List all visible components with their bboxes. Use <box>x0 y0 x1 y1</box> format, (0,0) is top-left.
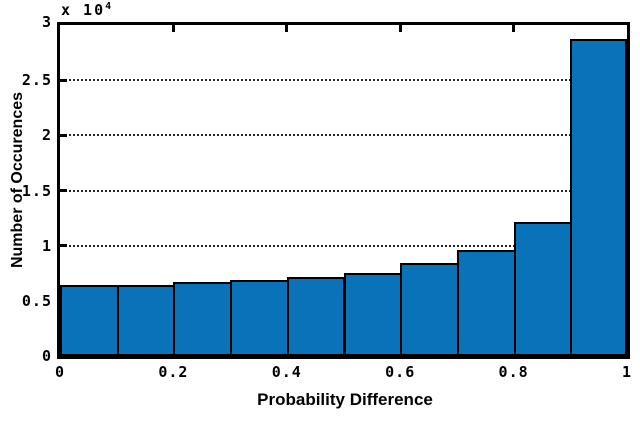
x-tick-label: 1 <box>621 363 633 381</box>
x-axis-tick-mark <box>285 25 289 32</box>
x-axis-tick-mark <box>171 25 175 32</box>
histogram-bar <box>116 284 176 356</box>
y-grid-line <box>60 189 627 192</box>
histogram-bar <box>60 284 119 356</box>
y-tick-label: 2 <box>41 126 52 145</box>
y-grid-line <box>60 134 627 137</box>
histogram-bar <box>343 273 403 356</box>
y-tick-label: 0.5 <box>21 291 52 310</box>
histogram-bar <box>513 221 573 356</box>
y-axis-multiplier-exponent: 4 <box>105 1 112 12</box>
x-tick-label: 0.2 <box>158 363 189 381</box>
y-tick-label: 3 <box>41 13 52 31</box>
x-axis-label: Probability Difference <box>257 390 433 409</box>
histogram-bar <box>173 282 233 356</box>
x-axis-tick-mark <box>512 25 516 32</box>
x-tick-label: 0 <box>54 363 66 381</box>
y-tick-label: 2.5 <box>21 71 52 90</box>
x-tick-label: 0.6 <box>385 363 416 381</box>
y-tick-label: 1.5 <box>21 181 52 200</box>
x-axis-tick-mark <box>398 25 402 32</box>
x-tick-label: 0.4 <box>271 363 302 381</box>
y-axis-tick-mark <box>60 244 67 248</box>
histogram-bar <box>286 277 346 356</box>
y-tick-label: 0 <box>41 347 52 365</box>
y-axis-tick-mark <box>60 133 67 137</box>
plot-area <box>57 22 630 359</box>
y-axis-multiplier-base: x 10 <box>61 1 106 19</box>
histogram-bar <box>570 39 627 356</box>
y-grid-line <box>60 79 627 82</box>
histogram-bar <box>456 250 516 356</box>
x-tick-label: 0.8 <box>498 363 529 381</box>
y-axis-tick-mark <box>60 189 67 192</box>
y-axis-multiplier: x 104 <box>61 1 111 19</box>
histogram-bar <box>230 279 289 356</box>
histogram-bar <box>400 263 459 356</box>
y-axis-tick-mark <box>60 78 67 82</box>
y-grid-line <box>60 244 627 247</box>
y-tick-label: 1 <box>41 236 52 255</box>
